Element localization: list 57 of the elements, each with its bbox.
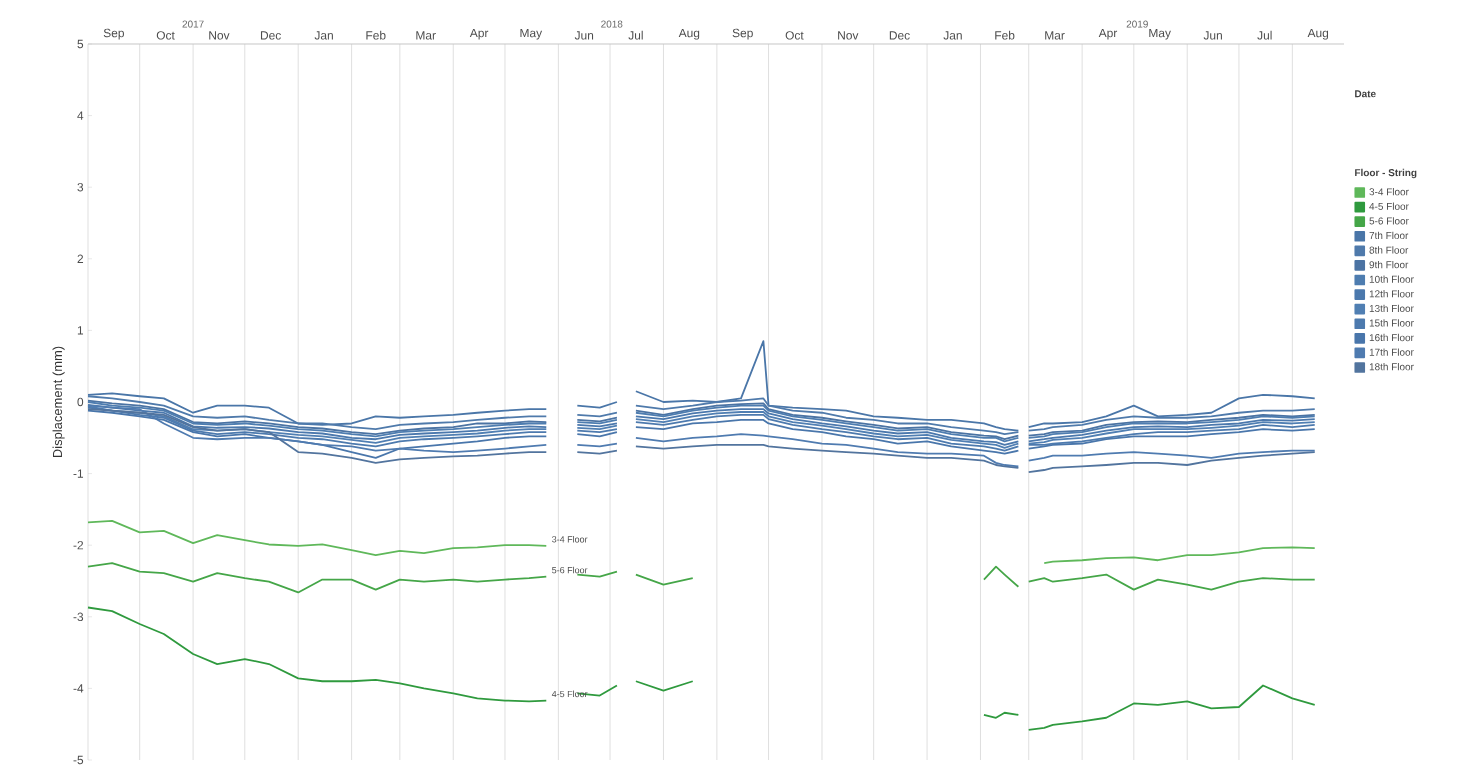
x-tick-label: Jul (1257, 30, 1272, 40)
x-tick-label: Apr (1098, 28, 1118, 40)
x-tick-label: Mar (1045, 31, 1065, 40)
y-tick-label: 4 (77, 111, 84, 120)
annotation: 5-6 Floor (552, 566, 588, 574)
x-tick-label: Jun (1203, 31, 1222, 40)
x2-tick-label: 2018 (601, 20, 623, 28)
x-tick-label: Dec (889, 31, 910, 40)
x-tick-label: May (520, 28, 543, 40)
y-tick-label: -2 (73, 541, 84, 550)
legend-label: 18th Floor (1369, 362, 1414, 371)
x-tick-label: Jun (574, 31, 594, 40)
x-tick-label: Nov (838, 31, 859, 40)
legend-label: 10th Floor (1369, 275, 1414, 283)
y-tick-label: 2 (77, 254, 84, 263)
legend-label: 9th Floor (1369, 260, 1409, 269)
y-tick-label: -5 (73, 755, 84, 765)
y-axis-title: Displacement (mm) (52, 346, 65, 458)
y-tick-label: 1 (77, 326, 84, 335)
legend-label: 4-5 Floor (1369, 202, 1409, 210)
x-tick-label: Nov (209, 31, 230, 40)
x-tick-label: Feb (366, 30, 386, 40)
y-tick-label: 3 (77, 182, 84, 192)
x2-tick-label: 2017 (182, 20, 204, 28)
y-tick-label: -3 (73, 612, 84, 622)
text: Date (1355, 90, 1376, 98)
x-tick-label: Aug (1307, 28, 1329, 40)
x-tick-label: Sep (732, 28, 753, 40)
annotation: 4-5 Floor (551, 690, 588, 698)
x-tick-label: Jan (943, 31, 962, 40)
annotation: 3-4 Floor (552, 535, 588, 543)
y-tick-label: 5 (77, 39, 84, 49)
legend-label: 17th Floor (1369, 348, 1414, 356)
legend-label: 7th Floor (1369, 231, 1409, 240)
x-tick-label: Oct (785, 31, 804, 40)
legend-label: 16th Floor (1369, 333, 1414, 342)
x-tick-label: Dec (260, 31, 281, 40)
x2-tick-label: 2019 (1126, 20, 1148, 28)
y-tick-label: 0 (77, 397, 84, 407)
x-tick-label: Aug (678, 28, 700, 40)
legend-label: 8th Floor (1369, 246, 1409, 254)
x-tick-label: Jul (628, 30, 643, 40)
x-tick-label: Apr (469, 28, 489, 40)
x-tick-label: Oct (156, 31, 175, 40)
legend-label: 3-4 Floor (1369, 188, 1409, 196)
x-tick-label: Feb (995, 30, 1015, 40)
x-tick-label: Jan (314, 31, 333, 40)
x-tick-label: Sep (103, 28, 124, 40)
x-tick-label: May (1149, 28, 1171, 40)
x-tick-label: Mar (416, 31, 436, 40)
y-tick-label: -1 (73, 469, 84, 478)
legend-label: 13th Floor (1369, 304, 1414, 312)
legend-label: 15th Floor (1369, 319, 1414, 327)
y-tick-label: -4 (73, 684, 84, 693)
legend-title: Floor - String (1355, 168, 1417, 179)
legend-label: 12th Floor (1369, 290, 1414, 298)
legend-label: 5-6 Floor (1369, 217, 1409, 225)
